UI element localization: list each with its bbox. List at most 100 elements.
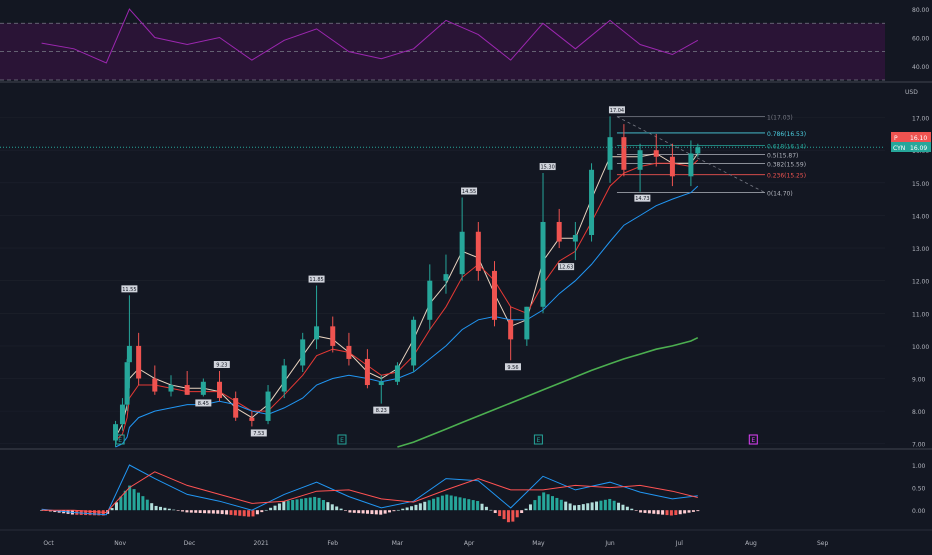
candle-body [572,235,578,242]
macd-histogram [40,485,700,523]
candle-body [217,381,223,399]
macd-histogram-bar [92,510,96,516]
macd-histogram-bar [454,496,458,511]
fib-level-label: 0.5(15.87) [767,152,798,159]
macd-histogram-bar [669,510,673,516]
macd-histogram-bar [449,495,453,511]
candle-body [126,345,132,363]
macd-histogram-bar [484,506,488,511]
macd-histogram-bar [339,508,343,511]
earnings-icon-glyph: E [118,437,122,444]
earnings-icon[interactable] [115,434,125,445]
macd-histogram-bar [612,500,616,511]
macd-histogram-bar [128,485,132,511]
macd-histogram-bar [647,510,651,514]
macd-histogram-bar [401,508,405,511]
macd-histogram-bar [194,510,198,513]
overlay-line [115,159,699,441]
rsi-tick-label: 40.00 [912,64,929,71]
macd-histogram-bar [150,503,154,511]
price-pane[interactable]: 1(17.03)0.786(16.53)0.618(16.14)0.5(15.8… [0,89,931,449]
earnings-icon[interactable] [533,434,543,445]
last-price-badge-top: P 16.10 [891,132,931,142]
macd-histogram-bar [361,510,365,514]
candle-body [200,381,206,395]
macd-histogram-bar [603,499,607,511]
peak-label-text: 14.73 [635,196,649,202]
candle-body [475,231,481,271]
macd-histogram-bar [537,495,541,511]
macd-histogram-bar [317,497,321,511]
macd-histogram-bar [520,510,524,513]
macd-histogram-bar [550,496,554,511]
price-axis[interactable]: 17.0016.0015.0014.0013.0012.0011.0010.00… [912,116,929,449]
macd-histogram-bar [617,502,621,511]
macd-histogram-bar [542,492,546,511]
fib-level-label: 0.236(15.25) [767,173,806,180]
macd-tick-label: 0.00 [912,508,926,515]
time-axis[interactable]: Oct Nov Dec 2021 Feb Mar Apr May Jun Jul Aug Sep [43,540,828,547]
candle-body [669,156,675,177]
macd-histogram-bar [440,495,444,511]
time-tick-label: Mar [392,540,404,547]
peak-label-text: 14.55 [462,189,476,195]
earnings-icon[interactable] [337,434,347,445]
macd-histogram-bar [114,502,118,511]
peak-label-box [558,263,575,271]
macd-histogram-bar [515,510,519,518]
time-tick-label: Apr [464,540,475,547]
macd-histogram-bar [304,498,308,511]
macd-histogram-bar [251,510,255,517]
peak-label-text: 7.53 [253,431,264,437]
fib-level-label: 0(14.70) [767,191,793,198]
peak-label-text: 12.63 [559,265,573,271]
macd-pane[interactable]: 1.00 0.50 0.00 [40,463,926,523]
candles [113,116,701,447]
macd-histogram-bar [97,510,101,516]
candle-body [364,358,370,386]
macd-tick-label: 1.00 [912,463,926,470]
macd-histogram-bar [141,496,145,511]
macd-histogram-bar [123,490,127,511]
macd-histogram-bar [260,510,264,513]
candle-body [540,221,546,307]
macd-histogram-bar [269,507,273,511]
macd-histogram-bar [489,509,493,511]
macd-histogram-bar [321,500,325,511]
macd-histogram-bar [665,510,669,516]
peak-label-box [250,429,267,437]
price-tick-label: 7.00 [912,442,926,449]
macd-histogram-bar [506,510,510,523]
candle-body [314,326,320,340]
rsi-axis: 80.00 60.00 40.00 [912,7,929,71]
macd-histogram-bar [498,510,502,517]
macd-histogram-bar [335,506,339,511]
macd-histogram-bar [396,509,400,511]
macd-histogram-bar [555,497,559,511]
macd-histogram-bar [264,509,268,511]
macd-histogram-bar [586,503,590,511]
macd-histogram-bar [119,496,123,511]
candle-body [637,150,643,170]
earnings-icon-glyph: E [751,437,755,444]
macd-histogram-bar [661,510,665,515]
peak-label-box [461,187,478,195]
macd-histogram-bar [392,510,396,512]
rsi-pane[interactable]: 80.00 60.00 40.00 [0,7,929,81]
peak-label-box [195,399,212,407]
earnings-icon[interactable] [748,434,758,445]
fib-trend-line [616,116,766,193]
peak-label-box [308,275,325,283]
macd-histogram-bar [678,510,682,515]
macd-histogram-bar [546,494,550,511]
candle-body [233,398,239,418]
peak-label-box [634,194,651,202]
peak-label-box [608,106,625,114]
price-grid [0,117,885,445]
fib-level-label: 1(17.03) [767,115,793,122]
candle-body [524,306,530,340]
moving-averages [115,152,699,448]
